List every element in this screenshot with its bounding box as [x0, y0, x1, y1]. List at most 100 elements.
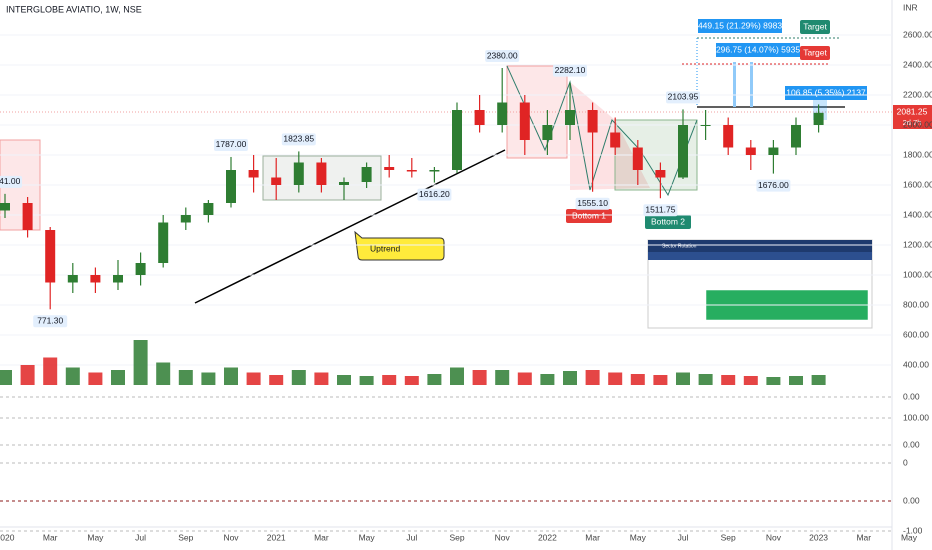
candle-body — [632, 147, 643, 170]
candle-body — [768, 147, 779, 155]
y-tick-label: 1800.00 — [903, 149, 932, 159]
y-tick-label: 2200.00 — [903, 89, 932, 99]
candle-body — [474, 110, 485, 125]
price-label: 1823.85 — [283, 134, 314, 144]
volume-bar — [811, 375, 826, 385]
volume-bar — [0, 370, 12, 385]
candle-body — [678, 125, 688, 178]
y-tick-label: 800.00 — [903, 299, 929, 309]
candle-body — [22, 203, 33, 230]
price-label-box — [417, 188, 452, 201]
annotation: Target — [803, 21, 827, 31]
y-tick-label: 600.00 — [903, 329, 929, 339]
x-tick-label: Jul — [678, 532, 689, 542]
volume-bar — [450, 367, 464, 385]
badge — [698, 19, 782, 33]
candle-body — [67, 275, 78, 283]
volume-bar — [721, 375, 736, 385]
y-tick-label: 1200.00 — [903, 239, 932, 249]
volume-bar — [743, 376, 758, 385]
annotation: Bottom 2 — [651, 216, 685, 226]
volume-bar — [88, 372, 103, 385]
candle-body — [384, 167, 395, 170]
candle-body — [745, 147, 756, 155]
candle-body — [452, 110, 462, 170]
price-label: 2380.00 — [487, 50, 518, 60]
volume-bar — [291, 370, 306, 385]
candle-body — [406, 170, 417, 172]
currency: INR — [903, 2, 918, 12]
volume-bar — [585, 370, 600, 385]
price-label-box — [756, 179, 791, 192]
candle-body — [339, 182, 349, 185]
inset-title: Sector Rotation — [662, 243, 697, 249]
candle-body — [723, 125, 734, 148]
price-label: 771.30 — [37, 316, 63, 326]
volume-bar — [766, 377, 781, 385]
candle-body — [226, 170, 236, 203]
y-tick-label: 1400.00 — [903, 209, 932, 219]
price-label: 1555.10 — [577, 198, 608, 208]
x-tick-label: Jul — [406, 532, 417, 542]
volume-bar — [314, 372, 329, 385]
x-tick-label: Mar — [856, 532, 871, 542]
price-label-box — [643, 204, 678, 217]
x-tick-label: Mar — [43, 532, 58, 542]
badge — [785, 86, 867, 100]
volume-bar — [201, 372, 216, 385]
x-tick-label: 2020 — [0, 532, 15, 542]
volume-bar — [472, 370, 487, 385]
y-tick-label: 2600.00 — [903, 29, 932, 39]
x-tick-label: May — [901, 532, 918, 542]
panel-tick-label: -1.00 — [903, 525, 923, 535]
candle-body — [90, 275, 101, 283]
x-tick-label: May — [359, 532, 376, 542]
volume-bar — [111, 370, 125, 385]
candle-body — [293, 162, 304, 185]
last-price-badge — [893, 105, 932, 129]
volume-bar — [789, 376, 803, 385]
x-tick-label: Sep — [721, 532, 736, 542]
x-tick-label: 2022 — [538, 532, 557, 542]
x-tick-label: May — [87, 532, 104, 542]
price-label: 2103.95 — [668, 92, 699, 102]
panel-tick-label: 0.00 — [903, 495, 920, 505]
x-tick-label: Sep — [178, 532, 193, 542]
volume-bar — [65, 367, 80, 385]
candle-body — [497, 102, 508, 125]
measure-bar — [733, 62, 736, 107]
volume-bar — [337, 375, 351, 385]
volume-bar — [676, 372, 690, 385]
x-tick-label: Sep — [449, 532, 464, 542]
volume-bar — [630, 374, 645, 385]
panel-tick-label: 0.00 — [903, 439, 920, 449]
inset — [647, 239, 873, 329]
volume-bar — [178, 370, 193, 385]
price-label: 1511.75 — [645, 204, 675, 214]
candle-body — [587, 110, 598, 133]
candle-body — [565, 110, 575, 125]
volume-bar — [382, 375, 397, 385]
zone — [570, 82, 650, 190]
volume-bar — [540, 374, 555, 385]
candle-body — [248, 170, 259, 178]
candle-body — [361, 167, 372, 182]
price-label-box — [485, 50, 520, 62]
x-tick-label: Nov — [766, 532, 782, 542]
candle-body — [655, 170, 666, 178]
volume-bar — [608, 372, 623, 385]
price-label-box — [214, 138, 248, 151]
candle-body — [791, 125, 801, 148]
x-tick-label: Mar — [585, 532, 600, 542]
callout — [354, 230, 445, 261]
price-label: 1676.00 — [758, 180, 789, 190]
volume-bar — [517, 372, 532, 385]
y-tick-label: 2400.00 — [903, 59, 932, 69]
y-tick-label: 400.00 — [903, 359, 929, 369]
volume-bar — [133, 340, 148, 385]
x-tick-label: Nov — [495, 532, 511, 542]
candle-body — [45, 230, 56, 283]
candle-body — [135, 263, 146, 275]
annotation: 296.75 (14.07%) 5935 — [716, 44, 800, 54]
annotation: 449.15 (21.29%) 8983 — [698, 20, 782, 30]
